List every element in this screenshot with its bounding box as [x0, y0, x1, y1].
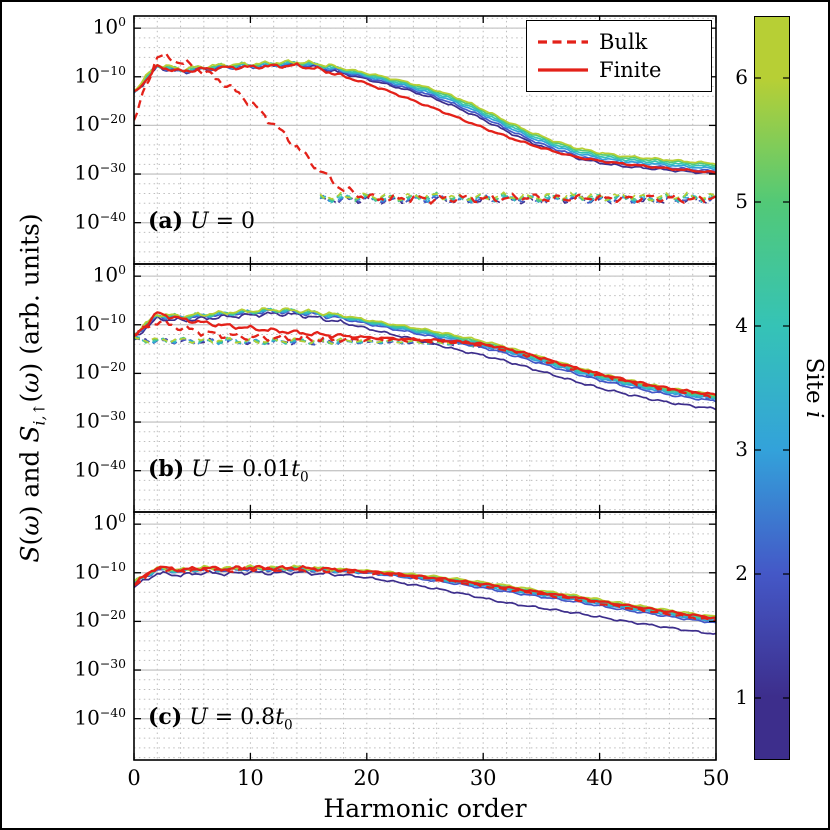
series-bulk-sites-site-6	[134, 335, 716, 396]
x-tick-label: 10	[237, 766, 264, 790]
series-finite-sites-site-4	[134, 307, 716, 399]
y-tick-label: 10−30	[74, 160, 126, 185]
colorbar-tick-label: 1	[735, 685, 748, 709]
x-tick-label: 30	[469, 766, 497, 790]
series-bulk-sites-floor-site-3	[319, 193, 716, 204]
y-tick-label: 10−30	[74, 408, 126, 433]
series-finite-sites-site-3	[134, 565, 716, 622]
panel-label: (c) U = 0.8t0	[148, 704, 293, 734]
y-tick-label: 10−40	[74, 208, 126, 234]
series-bulk-sites-site-4	[134, 336, 716, 397]
panel-label: (a) U = 0	[148, 208, 256, 234]
y-tick-label: 10−10	[74, 62, 126, 88]
y-tick-label: 100	[92, 262, 126, 287]
legend: Bulk Finite	[526, 20, 712, 92]
x-tick-label: 40	[586, 766, 613, 790]
x-tick-label: 50	[702, 766, 730, 790]
series-finite-sites-site-5	[134, 307, 716, 398]
series-finite-sites-site-4	[134, 565, 716, 620]
colorbar	[754, 16, 790, 760]
series-finite-sites-site-6	[134, 307, 716, 397]
series-bulk-sites-floor-site-4	[319, 192, 716, 204]
series-finite-sites-site-5	[134, 565, 716, 618]
y-tick-label: 10−20	[74, 607, 126, 633]
colorbar-tick-label: 2	[735, 561, 748, 585]
series-bulk-sites-site-5	[134, 336, 716, 397]
colorbar-tick-label: 5	[735, 189, 748, 213]
series-finite-sites-site-1	[134, 311, 716, 411]
series-bulk-sites-floor-site-1	[320, 195, 716, 205]
series-bulk-sites-floor-site-5	[319, 191, 716, 203]
y-tick-label: 10−20	[74, 359, 126, 385]
legend-item-bulk: Bulk	[537, 28, 701, 56]
series-bulk-sites-site-1	[134, 337, 716, 400]
y-axis-label: S(ω) and Si,↑(ω) (arb. units)	[15, 213, 49, 563]
legend-item-finite: Finite	[537, 56, 701, 84]
series-bulk-red	[134, 319, 716, 399]
y-tick-label: 100	[92, 510, 126, 535]
series-finite-red	[134, 311, 716, 396]
legend-finite-label: Finite	[599, 58, 662, 82]
series-finite-sites-site-2	[134, 566, 716, 624]
y-tick-label: 100	[92, 14, 126, 39]
series-bulk-sites-site-3	[134, 335, 716, 399]
y-tick-label: 10−40	[74, 456, 126, 482]
panel-label: (b) U = 0.01t0	[148, 456, 309, 486]
x-tick-label: 0	[127, 766, 141, 790]
y-tick-label: 10−10	[74, 310, 126, 336]
bulk-dashed-line-icon	[538, 40, 588, 44]
colorbar-tick-label: 6	[735, 65, 748, 89]
series-finite-sites-site-2	[134, 309, 716, 403]
colorbar-tick-label: 4	[735, 313, 748, 337]
x-axis-label: Harmonic order	[323, 794, 527, 823]
y-tick-label: 10−40	[74, 704, 126, 730]
y-tick-label: 10−10	[74, 558, 126, 584]
series-bulk-sites-site-2	[134, 337, 716, 399]
series-bulk-sites-floor-site-6	[319, 191, 716, 202]
y-tick-label: 10−30	[74, 656, 126, 681]
colorbar-tick-label: 3	[735, 437, 748, 461]
legend-bulk-label: Bulk	[599, 30, 648, 54]
series-bulk-sites-floor-site-2	[319, 194, 716, 205]
series-finite-sites-site-1	[134, 570, 716, 635]
colorbar-label: Site i	[801, 357, 827, 419]
finite-solid-line-icon	[538, 68, 588, 72]
series-finite-sites-site-6	[134, 564, 716, 617]
y-tick-label: 10−20	[74, 111, 126, 137]
series-finite-red	[134, 564, 716, 620]
x-tick-label: 20	[353, 766, 381, 790]
series-bulk-red	[134, 566, 716, 623]
series-finite-sites-site-3	[134, 307, 716, 400]
